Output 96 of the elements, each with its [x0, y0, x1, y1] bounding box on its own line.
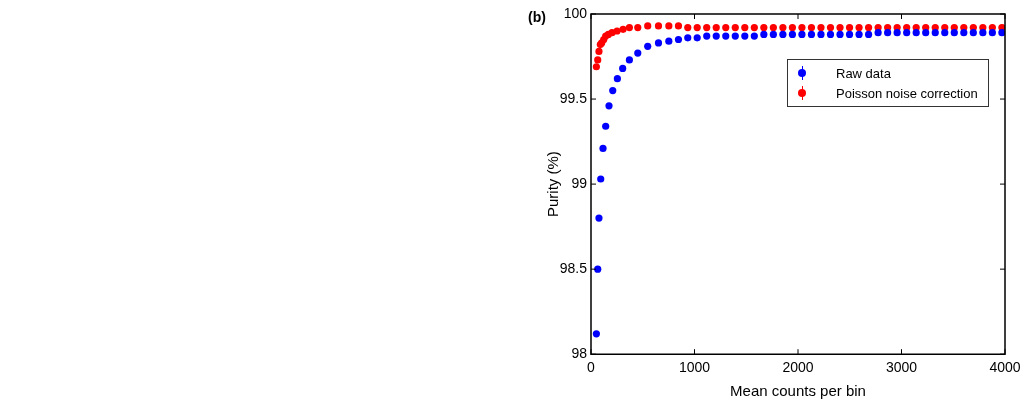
point [788, 30, 797, 39]
point [693, 34, 701, 42]
y-tick-label: 100 [563, 4, 588, 21]
point [605, 102, 613, 110]
point [969, 29, 977, 37]
point [602, 122, 610, 130]
point [613, 75, 621, 83]
point [741, 32, 749, 40]
point [592, 63, 600, 71]
point [665, 37, 673, 45]
chart-title: (b) [528, 8, 546, 25]
point [693, 24, 701, 32]
point [893, 29, 901, 37]
point [750, 24, 758, 32]
point [807, 24, 816, 32]
point [741, 24, 749, 32]
point [855, 30, 863, 39]
point [750, 32, 758, 40]
x-tick-label: 0 [587, 359, 596, 376]
point [684, 24, 692, 32]
point [836, 30, 844, 39]
legend-label: Raw data [836, 65, 891, 81]
point [597, 175, 605, 183]
legend-label: Poisson noise correction [836, 85, 978, 101]
point [625, 24, 633, 32]
point [864, 24, 873, 32]
point [599, 144, 607, 152]
point [731, 24, 739, 32]
point [960, 29, 968, 37]
point [922, 29, 930, 37]
point [594, 56, 602, 64]
x-tick-label: 3000 [885, 359, 918, 376]
point [712, 32, 720, 40]
point [609, 86, 617, 95]
point [979, 29, 987, 37]
point [619, 25, 627, 33]
y-tick-label: 99.5 [559, 89, 588, 106]
point [722, 32, 730, 40]
x-axis-title: Mean counts per bin [730, 382, 866, 400]
point [779, 30, 787, 39]
point [931, 29, 939, 37]
point [864, 30, 873, 39]
point [684, 34, 692, 42]
point [712, 24, 720, 32]
point [912, 29, 920, 37]
point [760, 30, 768, 39]
point [817, 24, 825, 32]
point [592, 330, 600, 338]
point [807, 30, 816, 39]
point [988, 29, 996, 37]
point [644, 22, 652, 30]
point [674, 35, 683, 44]
y-tick-label: 98.5 [559, 260, 588, 277]
point [903, 29, 911, 37]
point [950, 29, 958, 37]
point [595, 214, 603, 222]
point [722, 24, 730, 32]
point [703, 32, 711, 40]
point [845, 24, 854, 32]
point [769, 30, 777, 39]
y-tick-label: 99 [571, 174, 588, 191]
x-tick-label: 2000 [782, 359, 814, 376]
point [594, 265, 602, 273]
y-axis-title: Purity (%) [544, 151, 562, 218]
y-tick-label: 98 [571, 345, 588, 362]
point [817, 30, 825, 39]
point [941, 29, 949, 37]
point [836, 24, 844, 32]
point [613, 27, 621, 35]
x-tick-label: 4000 [989, 359, 1021, 376]
point [788, 24, 797, 32]
point [760, 24, 768, 32]
point [884, 29, 892, 37]
point [874, 29, 882, 37]
point [634, 49, 642, 57]
point [644, 42, 652, 50]
point [619, 64, 627, 73]
point [769, 24, 777, 32]
point [826, 30, 835, 39]
point [703, 24, 711, 32]
point [798, 24, 806, 32]
point [654, 22, 663, 30]
point [674, 22, 683, 30]
point [855, 24, 863, 32]
point [826, 24, 835, 32]
point [665, 22, 673, 30]
point [998, 29, 1005, 37]
point [634, 24, 642, 32]
point [779, 24, 787, 32]
point [845, 30, 854, 39]
point [625, 56, 633, 64]
point [731, 32, 739, 40]
x-tick-label: 1000 [678, 359, 711, 376]
point [798, 30, 806, 39]
point [595, 47, 603, 56]
point [654, 39, 663, 47]
